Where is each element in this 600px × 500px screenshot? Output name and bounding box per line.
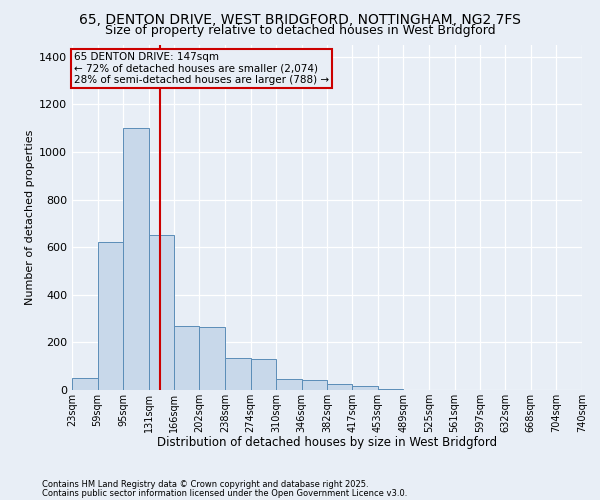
Bar [175, 326, 199, 390]
Text: 65, DENTON DRIVE, WEST BRIDGFORD, NOTTINGHAM, NG2 7FS: 65, DENTON DRIVE, WEST BRIDGFORD, NOTTIN… [79, 12, 521, 26]
Bar [302, 380, 328, 390]
Bar [225, 358, 251, 390]
Bar [378, 389, 403, 390]
Bar [276, 380, 302, 390]
Text: Contains public sector information licensed under the Open Government Licence v3: Contains public sector information licen… [42, 488, 407, 498]
Bar [149, 236, 175, 390]
Bar [123, 128, 149, 390]
Bar [72, 378, 98, 390]
Text: Size of property relative to detached houses in West Bridgford: Size of property relative to detached ho… [104, 24, 496, 37]
Bar [352, 386, 378, 390]
Bar [199, 327, 225, 390]
Bar [328, 384, 352, 390]
Bar [98, 242, 123, 390]
Y-axis label: Number of detached properties: Number of detached properties [25, 130, 35, 305]
Text: 65 DENTON DRIVE: 147sqm
← 72% of detached houses are smaller (2,074)
28% of semi: 65 DENTON DRIVE: 147sqm ← 72% of detache… [74, 52, 329, 86]
Text: Contains HM Land Registry data © Crown copyright and database right 2025.: Contains HM Land Registry data © Crown c… [42, 480, 368, 489]
Bar [251, 359, 276, 390]
X-axis label: Distribution of detached houses by size in West Bridgford: Distribution of detached houses by size … [157, 436, 497, 450]
